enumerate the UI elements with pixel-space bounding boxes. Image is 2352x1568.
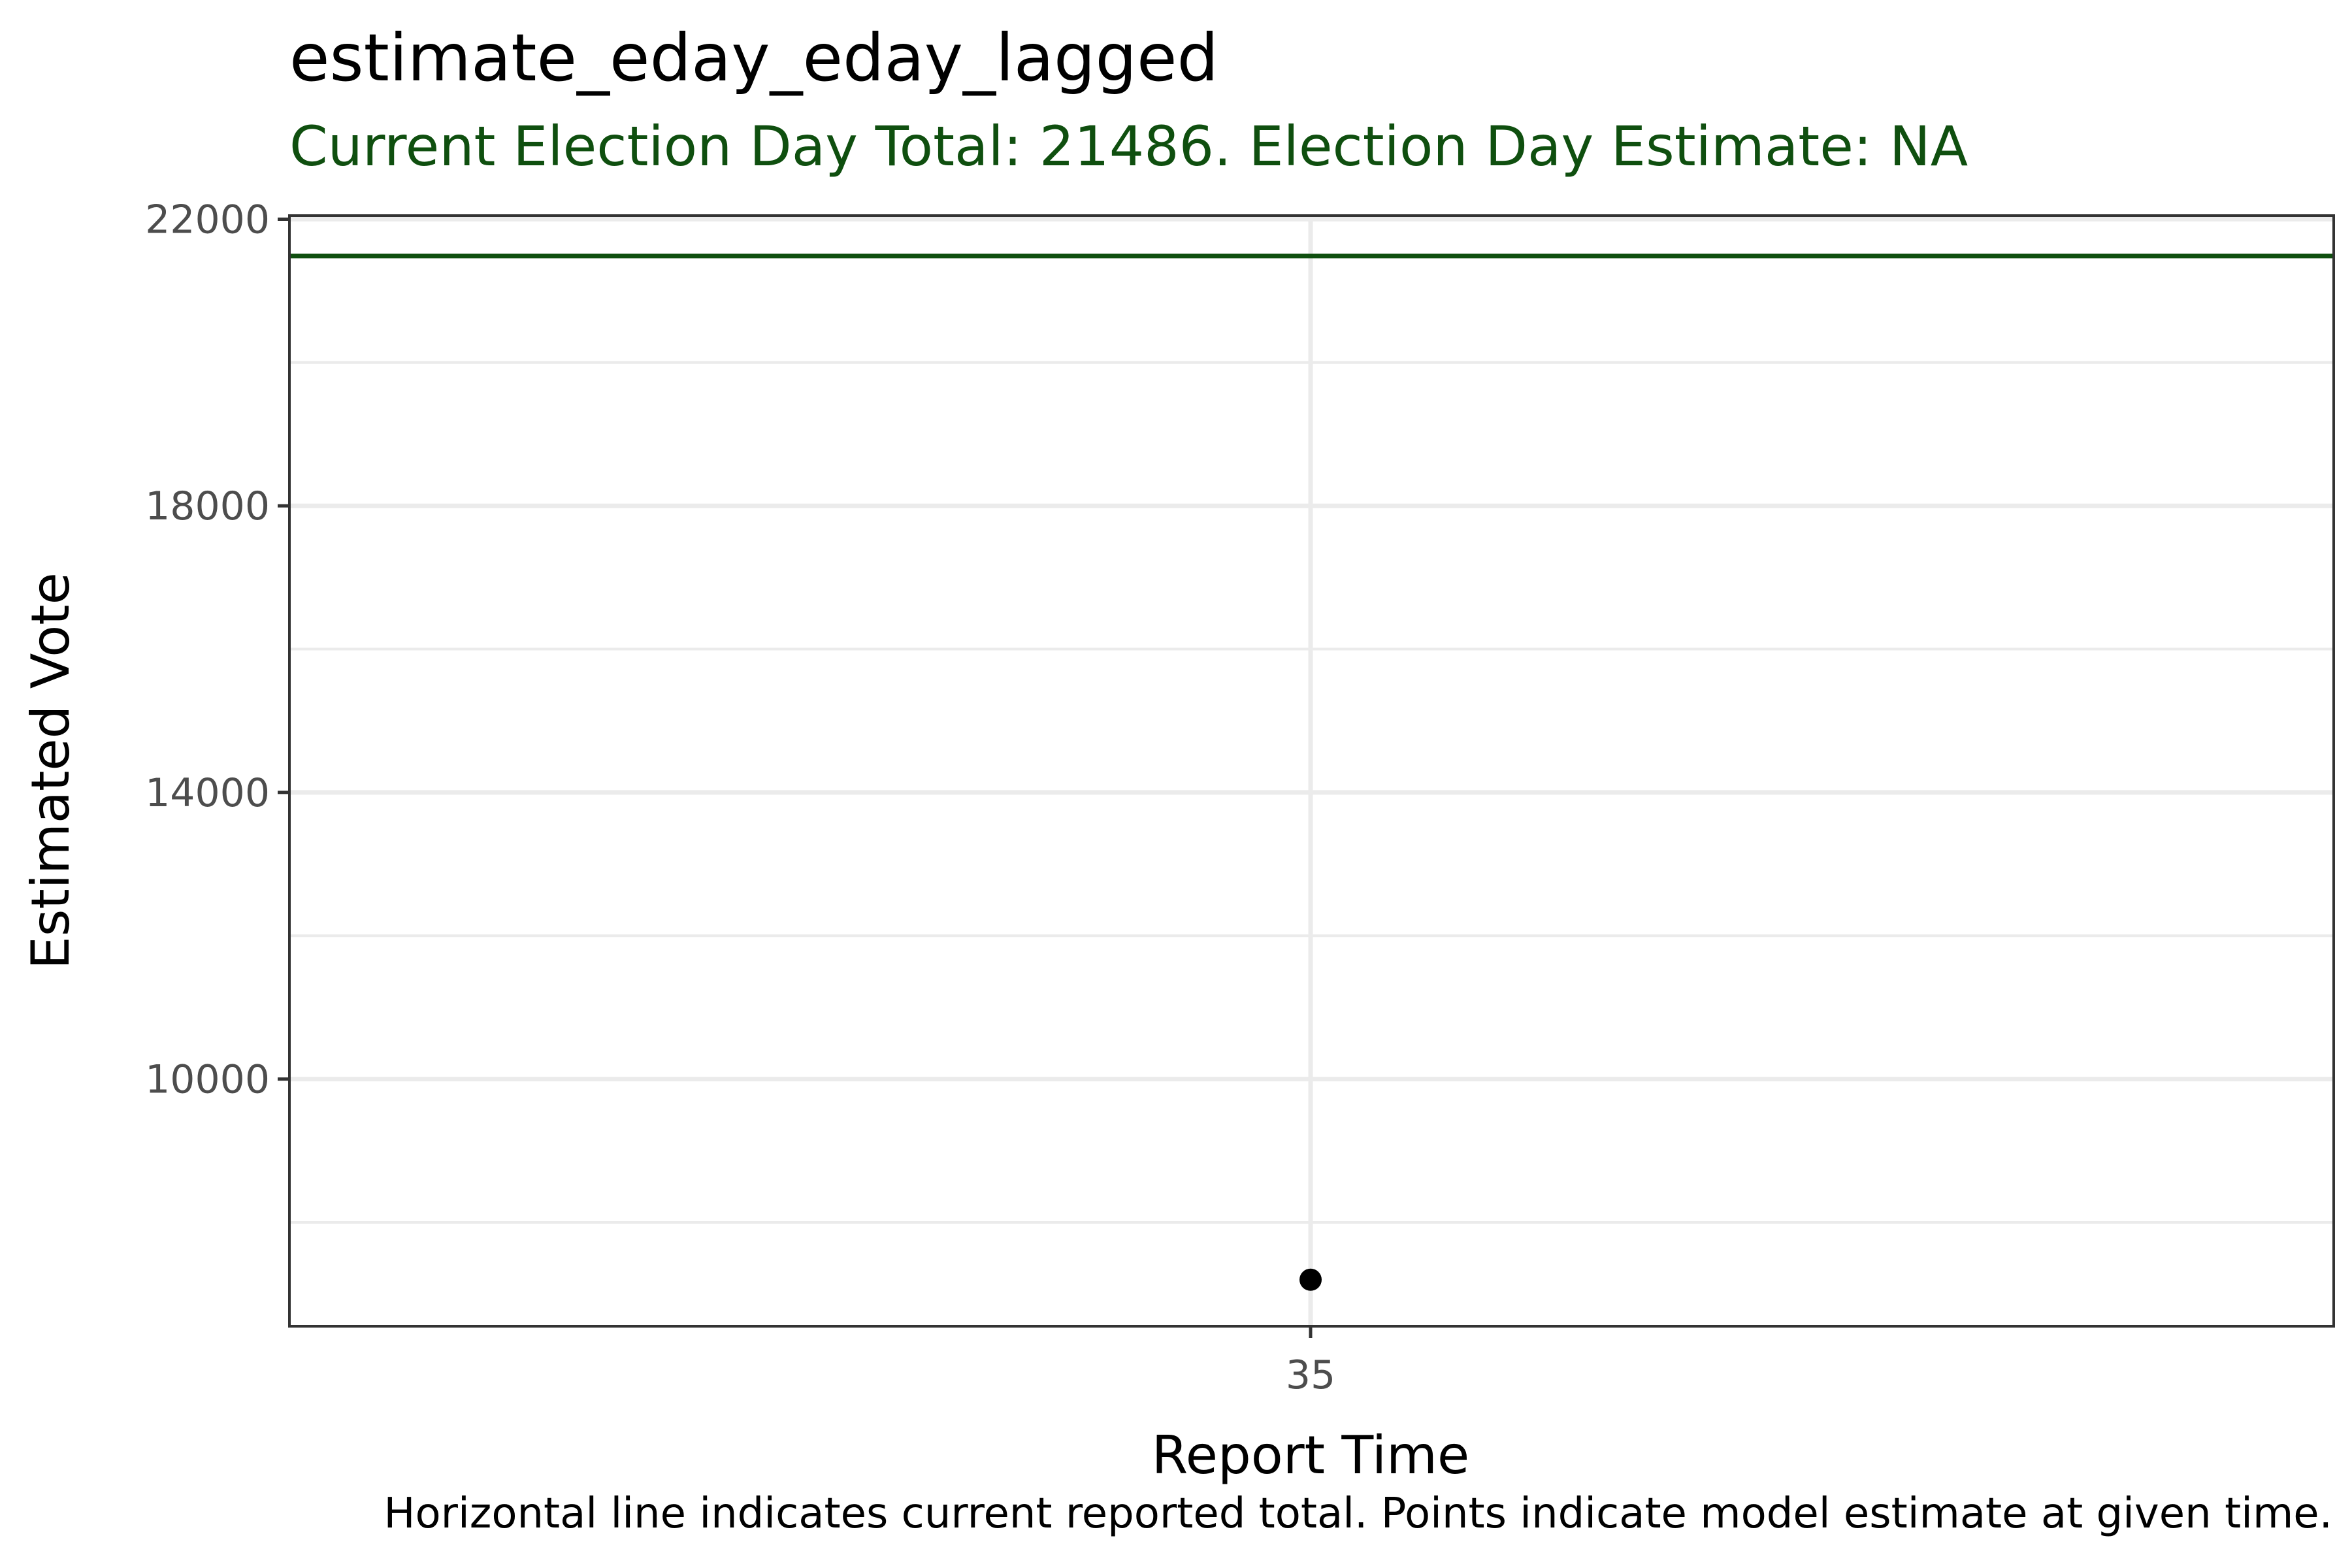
- chart-caption: Horizontal line indicates current report…: [384, 1490, 2332, 1538]
- chart-subtitle: Current Election Day Total: 21486. Elect…: [289, 114, 1968, 178]
- chart-title: estimate_eday_eday_lagged: [289, 20, 1218, 96]
- points-group: [1299, 1268, 1322, 1291]
- y-tick-label: 14000: [145, 770, 270, 816]
- major-gridlines: [289, 216, 2334, 1326]
- y-tick-label: 22000: [145, 197, 270, 242]
- y-tick-label: 10000: [145, 1057, 270, 1103]
- y-axis-title: Estimated Vote: [20, 572, 81, 970]
- y-tick-label: 18000: [145, 483, 270, 529]
- x-tick-label: 35: [1286, 1352, 1335, 1398]
- x-axis-title: Report Time: [1152, 1425, 1469, 1486]
- x-axis: 35: [1286, 1326, 1335, 1398]
- y-axis: 10000 14000 18000 22000: [145, 197, 289, 1103]
- data-point: [1299, 1268, 1322, 1291]
